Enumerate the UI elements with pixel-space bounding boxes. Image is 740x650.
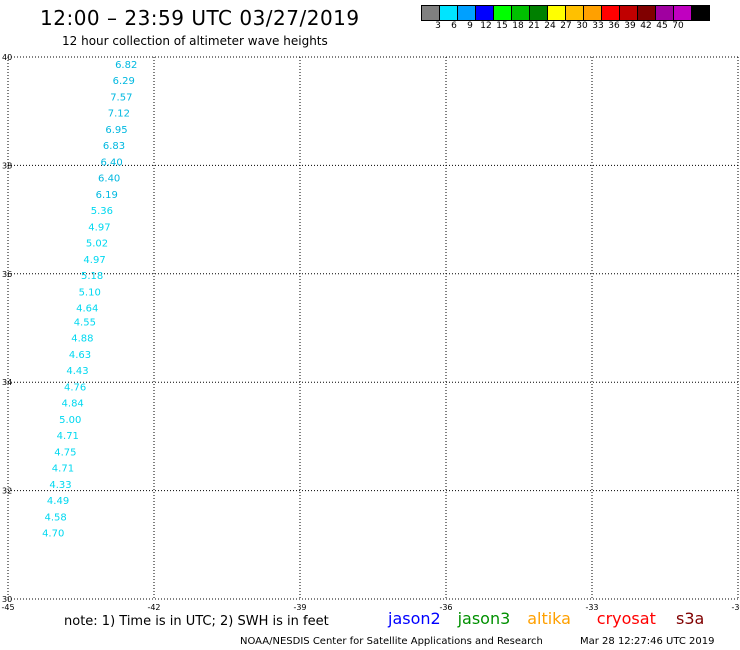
swh-value: 6.95 (105, 125, 127, 136)
swh-value: 6.40 (98, 174, 120, 185)
swh-value: 4.58 (45, 512, 67, 523)
footer-credit: NOAA/NESDIS Center for Satellite Applica… (240, 636, 543, 647)
scale-swatch (601, 5, 620, 21)
scale-label: 15 (496, 21, 508, 31)
swh-value: 4.71 (57, 431, 79, 442)
scale-label: 42 (640, 21, 652, 31)
scale-label: 9 (467, 21, 473, 31)
swh-value: 6.29 (113, 76, 135, 87)
x-tick-label: -45 (1, 603, 14, 612)
y-tick-label: 32 (2, 487, 12, 496)
scale-swatch (511, 5, 530, 21)
x-tick-label: -42 (147, 603, 160, 612)
swh-value: 4.71 (52, 464, 74, 475)
swh-value: 4.33 (49, 480, 71, 491)
swh-value: 4.97 (88, 222, 110, 233)
swh-value: 5.18 (81, 271, 103, 282)
plot-svg: -45 -42 -39 -36 -33 -30 30 32 34 36 38 40 6.82 6.29 7.… (1, 53, 740, 612)
swh-value: 4.49 (47, 496, 69, 507)
x-tick-label: -33 (585, 603, 598, 612)
x-tick-label: -39 (293, 603, 306, 612)
swh-value: 6.82 (115, 60, 137, 71)
scale-swatch (583, 5, 602, 21)
swh-value: 5.10 (79, 287, 101, 298)
scale-swatch (655, 5, 674, 21)
scale-label: 30 (576, 21, 588, 31)
scale-label: 27 (560, 21, 572, 31)
swh-value: 6.83 (103, 141, 125, 152)
plot-area: -45 -42 -39 -36 -33 -30 30 32 34 36 38 40 6.82 6.29 7.… (1, 53, 740, 612)
scale-label: 18 (512, 21, 524, 31)
scale-label: 33 (592, 21, 604, 31)
swh-value: 4.75 (54, 447, 76, 458)
scale-label: 45 (656, 21, 668, 31)
chart-subtitle: 12 hour collection of altimeter wave hei… (62, 34, 328, 48)
x-tick-label: -30 (731, 603, 740, 612)
color-scale-labels: 3 6 9 12 15 18 21 24 27 30 33 36 39 42 45 70 (422, 21, 732, 33)
footer-timestamp: Mar 28 12:27:46 UTC 2019 (580, 636, 715, 647)
y-tick-label: 38 (2, 161, 12, 170)
note-text: note: 1) Time is in UTC; 2) SWH is in fe… (64, 614, 329, 629)
scale-label: 3 (435, 21, 441, 31)
scale-label: 24 (544, 21, 556, 31)
scale-swatch (691, 5, 710, 21)
scale-swatch (619, 5, 638, 21)
swh-value: 5.36 (91, 206, 113, 217)
legend-jason2: jason2 (388, 609, 441, 628)
scale-label: 39 (624, 21, 636, 31)
scale-swatch (529, 5, 548, 21)
legend-s3a: s3a (676, 609, 705, 628)
y-tick-label: 40 (2, 53, 12, 62)
swh-value: 5.02 (86, 239, 108, 250)
x-tick-label: -36 (439, 603, 452, 612)
y-tick-label: 36 (2, 270, 12, 279)
swh-value: 4.76 (64, 382, 86, 393)
legend-altika: altika (527, 609, 571, 628)
scale-swatch (673, 5, 692, 21)
scale-swatch (565, 5, 584, 21)
scale-label: 36 (608, 21, 620, 31)
scale-label: 6 (451, 21, 457, 31)
y-tick-label: 30 (2, 595, 12, 604)
scale-swatch (457, 5, 476, 21)
swh-value: 4.55 (74, 317, 96, 328)
scale-swatch (637, 5, 656, 21)
scale-label: 70 (672, 21, 684, 31)
legend-cryosat: cryosat (596, 609, 656, 628)
scale-swatch (493, 5, 512, 21)
scale-swatch (439, 5, 458, 21)
scale-label: 21 (528, 21, 540, 31)
swh-value: 7.57 (110, 92, 132, 103)
swh-value: 4.70 (42, 529, 64, 540)
swh-value: 7.12 (108, 109, 130, 120)
chart-title: 12:00 – 23:59 UTC 03/27/2019 (40, 6, 360, 30)
scale-swatch (475, 5, 494, 21)
swh-value: 6.19 (96, 190, 118, 201)
swh-value: 4.63 (69, 350, 91, 361)
scale-label: 12 (480, 21, 492, 31)
legend-jason3: jason3 (457, 609, 511, 628)
swh-value: 5.00 (59, 415, 81, 426)
swh-value: 4.88 (71, 334, 93, 345)
color-scale (421, 5, 710, 21)
swh-value: 6.40 (100, 157, 122, 168)
scale-swatch (547, 5, 566, 21)
swh-value: 4.97 (83, 255, 105, 266)
swh-value: 4.84 (62, 399, 84, 410)
swh-value: 4.43 (66, 366, 88, 377)
y-tick-label: 34 (2, 378, 12, 387)
scale-swatch (421, 5, 440, 21)
swh-value: 4.64 (76, 304, 98, 315)
